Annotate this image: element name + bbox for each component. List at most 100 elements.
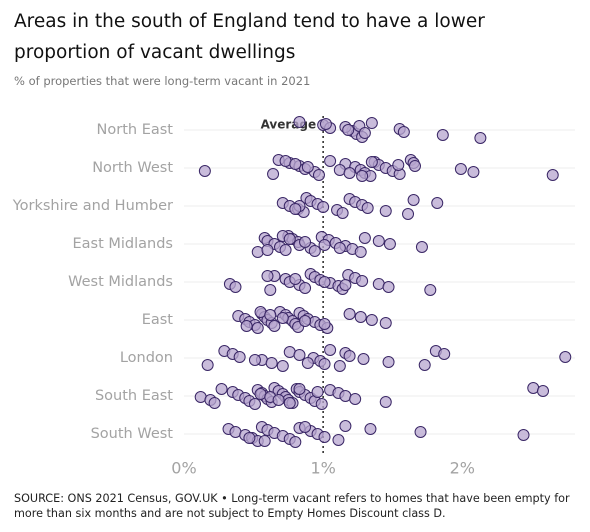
data-point — [289, 158, 302, 170]
data-point — [343, 350, 356, 362]
data-point — [299, 421, 312, 433]
data-point — [379, 317, 392, 329]
data-point — [208, 397, 221, 409]
data-point — [379, 205, 392, 217]
data-point — [357, 353, 370, 365]
data-point — [201, 359, 214, 371]
data-point — [264, 309, 277, 321]
data-point — [324, 155, 337, 167]
data-point — [318, 431, 331, 443]
data-point — [318, 318, 331, 330]
data-point — [365, 117, 378, 129]
data-point — [382, 281, 395, 293]
data-point — [301, 161, 314, 173]
data-point — [333, 360, 346, 372]
data-point — [382, 356, 395, 368]
data-point — [342, 124, 355, 136]
data-point — [265, 357, 278, 369]
data-point — [268, 320, 281, 332]
data-point — [299, 315, 312, 327]
data-point — [258, 435, 271, 447]
chart-subtitle: % of properties that were long-term vaca… — [14, 74, 311, 88]
data-point — [343, 167, 356, 179]
data-point — [308, 245, 321, 257]
data-point — [240, 320, 253, 332]
y-tick-label: West Midlands — [68, 274, 173, 290]
data-point — [261, 270, 274, 282]
average-label: Average — [261, 118, 317, 132]
data-point — [332, 434, 345, 446]
data-point — [283, 397, 296, 409]
data-point — [318, 358, 331, 370]
data-point — [336, 207, 349, 219]
data-point — [424, 284, 437, 296]
data-point — [349, 393, 362, 405]
data-point — [248, 354, 261, 366]
data-point — [415, 241, 428, 253]
data-point — [311, 386, 324, 398]
data-point — [248, 398, 261, 410]
data-point — [392, 159, 405, 171]
data-point — [546, 169, 559, 181]
data-point — [267, 168, 280, 180]
data-point — [333, 242, 346, 254]
data-point — [354, 246, 367, 258]
data-point — [364, 423, 377, 435]
data-point — [397, 126, 410, 138]
data-point — [289, 203, 302, 215]
data-point — [414, 426, 427, 438]
y-tick-label: South West — [91, 426, 174, 442]
y-tick-label: South East — [95, 388, 173, 404]
y-tick-label: North East — [97, 122, 174, 138]
data-point — [289, 273, 302, 285]
data-point — [283, 233, 296, 245]
data-point — [215, 383, 228, 395]
data-point — [383, 238, 396, 250]
data-point — [407, 194, 420, 206]
data-point — [312, 169, 325, 181]
data-point — [299, 236, 312, 248]
data-point — [365, 156, 378, 168]
data-point — [339, 420, 352, 432]
data-point — [356, 275, 369, 287]
data-point — [474, 132, 487, 144]
data-point — [454, 163, 467, 175]
data-point — [324, 344, 337, 356]
x-tick-label: 1% — [310, 459, 335, 478]
data-point — [243, 432, 256, 444]
data-point — [251, 246, 264, 258]
data-point — [318, 276, 331, 288]
data-point — [264, 284, 277, 296]
data-point — [418, 359, 431, 371]
data-point — [343, 308, 356, 320]
y-tick-label: London — [120, 350, 173, 366]
data-point — [559, 351, 572, 363]
data-point — [318, 239, 331, 251]
data-point — [356, 170, 369, 182]
data-point — [276, 312, 289, 324]
data-point — [358, 127, 371, 139]
data-point — [372, 235, 385, 247]
data-point — [229, 281, 242, 293]
data-point — [431, 197, 444, 209]
x-tick-label: 0% — [171, 459, 196, 478]
data-point — [438, 348, 451, 360]
data-point — [339, 279, 352, 291]
data-point — [354, 311, 367, 323]
data-point — [358, 232, 371, 244]
data-point — [319, 118, 332, 130]
data-point — [315, 398, 328, 410]
data-point — [536, 385, 549, 397]
data-point — [276, 360, 289, 372]
y-tick-label: North West — [92, 160, 173, 176]
data-point — [467, 166, 480, 178]
data-point — [289, 436, 302, 448]
data-point — [272, 394, 285, 406]
chart-title: Areas in the south of England tend to ha… — [14, 11, 485, 63]
source-note: SOURCE: ONS 2021 Census, GOV.UK • Long-t… — [14, 492, 570, 520]
data-point — [517, 429, 530, 441]
data-point — [379, 396, 392, 408]
data-point — [361, 202, 374, 214]
